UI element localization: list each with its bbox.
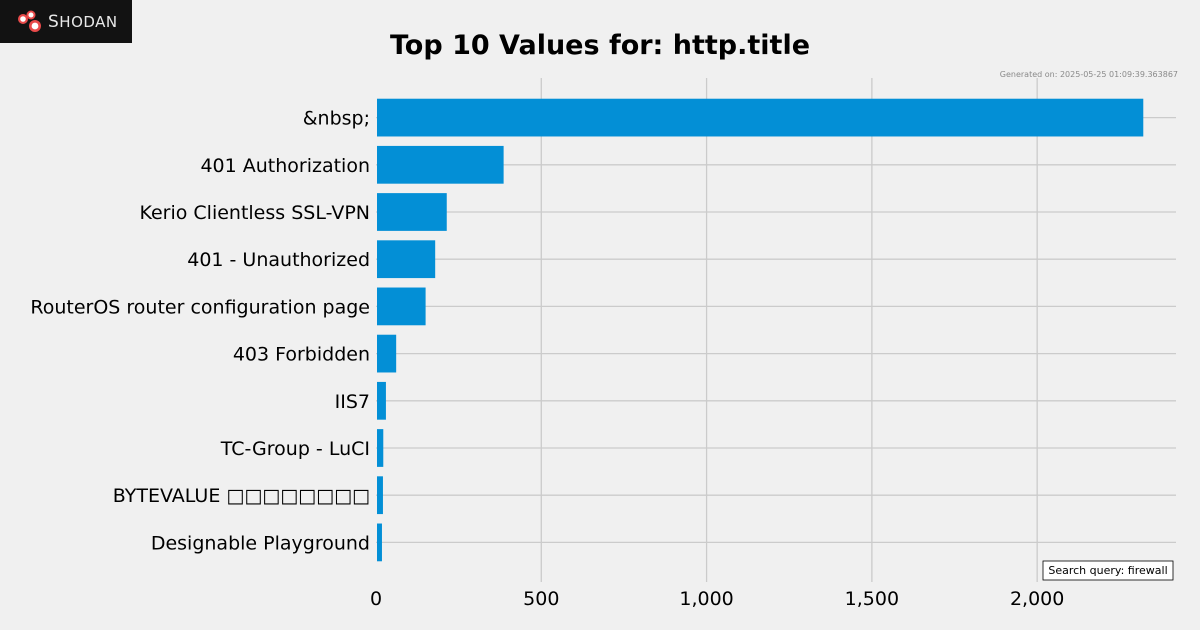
y-tick-label: Kerio Clientless SSL-VPN (139, 202, 370, 224)
bar (377, 193, 447, 231)
bar (377, 476, 383, 515)
bars (377, 98, 1144, 562)
bar (377, 429, 384, 467)
bar (377, 381, 386, 420)
logo-initial: S (48, 11, 60, 32)
x-tick-label: 2,000 (1010, 588, 1064, 610)
bar (377, 523, 382, 562)
logo-rest: HODAN (59, 12, 118, 31)
bar (377, 145, 504, 184)
generated-on-text: Generated on: 2025-05-25 01:09:39.363867 (1000, 70, 1178, 79)
bar (377, 98, 1144, 137)
shodan-logo-icon (18, 10, 41, 32)
y-tick-label: BYTEVALUE □□□□□□□□ (113, 485, 370, 507)
bar (377, 334, 397, 373)
shodan-logo-text: SHODAN (48, 12, 118, 32)
y-tick-label: Designable Playground (151, 532, 370, 554)
x-tick-label: 1,000 (679, 588, 733, 610)
y-tick-labels: &nbsp; 401 Authorization Kerio Clientless … (30, 108, 370, 555)
x-tick-label: 0 (370, 588, 382, 610)
chart-title: Top 10 Values for: http.title (390, 30, 810, 61)
y-tick-label: TC-Group - LuCI (220, 438, 370, 460)
x-tick-label: 1,500 (845, 588, 899, 610)
y-tick-label: 403 Forbidden (233, 344, 370, 366)
bar (377, 240, 436, 279)
y-tick-label: &nbsp; (303, 108, 370, 130)
x-tick-labels: 0 500 1,000 1,500 2,000 (370, 588, 1064, 610)
search-query-box: Search query: firewall (1042, 560, 1174, 581)
y-tick-label: 401 - Unauthorized (187, 249, 370, 271)
x-tick-label: 500 (523, 588, 559, 610)
y-tick-label: IIS7 (335, 391, 370, 413)
search-query-text: Search query: firewall (1048, 564, 1167, 577)
grid-lines (376, 78, 1176, 582)
shodan-logo: SHODAN (0, 0, 132, 43)
y-tick-label: RouterOS router configuration page (30, 296, 370, 318)
y-tick-label: 401 Authorization (200, 155, 370, 177)
bar (377, 287, 426, 326)
